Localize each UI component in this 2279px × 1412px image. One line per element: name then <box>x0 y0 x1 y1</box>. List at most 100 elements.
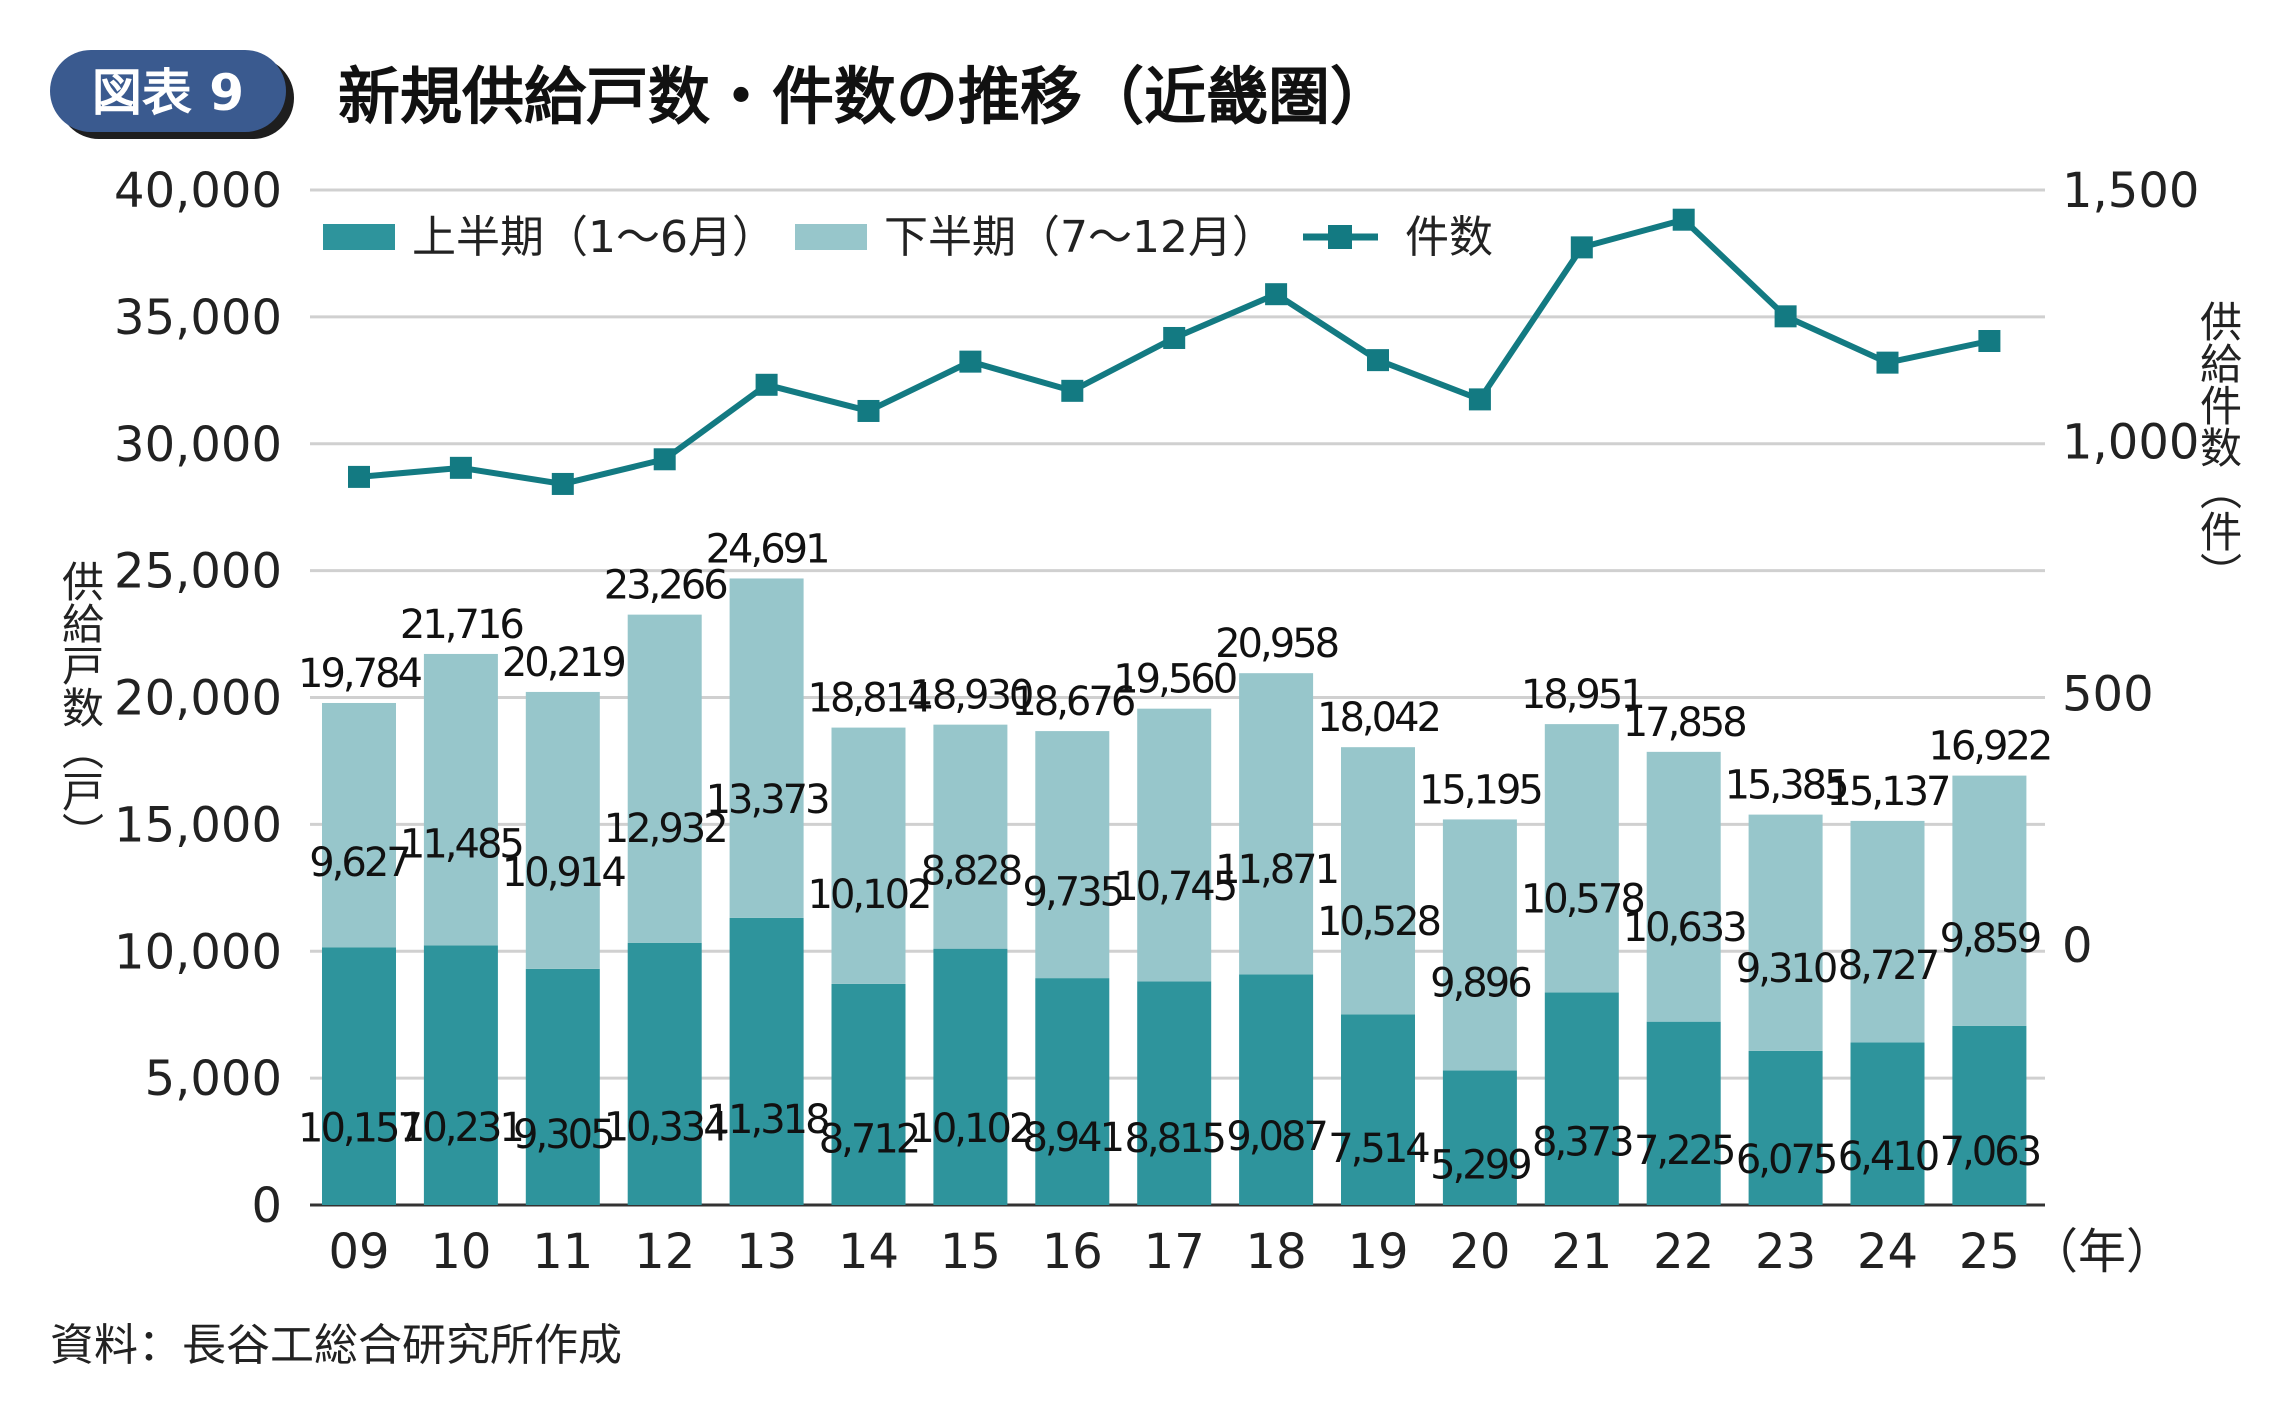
label-second-half: 10,578 <box>1521 877 1644 923</box>
bar-first-half <box>1544 992 1619 1205</box>
legend: 上半期（1～6月） 下半期（7～12月） 件数 <box>323 212 1493 263</box>
x-tick: 25 <box>1959 1224 2020 1280</box>
bar-first-half <box>1748 1050 1823 1205</box>
x-tick: 21 <box>1551 1224 1612 1280</box>
x-tick: 12 <box>634 1224 695 1280</box>
label-first-half: 10,334 <box>604 1104 728 1150</box>
bar-first-half <box>1442 1070 1517 1205</box>
badge-text: 図表 9 <box>92 64 244 122</box>
bar-first-half <box>1341 1014 1415 1205</box>
x-tick: 22 <box>1653 1224 1714 1280</box>
bar-first-half <box>1137 981 1212 1205</box>
label-total: 15,385 <box>1725 763 1847 809</box>
bar-first-half <box>933 948 1008 1205</box>
label-first-half: 5,299 <box>1430 1143 1530 1189</box>
label-total: 17,858 <box>1623 700 1746 746</box>
bar-first-half <box>627 942 702 1205</box>
figure-badge: 図表 9 <box>50 50 294 139</box>
label-total: 18,676 <box>1011 679 1134 725</box>
label-second-half: 10,745 <box>1113 864 1235 910</box>
bar-first-half <box>729 917 804 1205</box>
y-tick-left: 10,000 <box>114 924 282 980</box>
count-point <box>1774 305 1797 328</box>
label-total: 18,951 <box>1521 672 1643 718</box>
label-total: 20,958 <box>1215 621 1338 667</box>
label-second-half: 8,828 <box>921 848 1021 894</box>
label-second-half: 11,485 <box>400 821 522 867</box>
bar-second-half <box>423 653 498 946</box>
data-labels: 10,157 9,627 19,784 10,231 11,485 21,716 9,305… <box>298 526 2053 1189</box>
label-first-half: 6,075 <box>1736 1137 1836 1183</box>
count-point <box>1163 326 1186 349</box>
label-first-half: 8,373 <box>1532 1119 1632 1165</box>
label-second-half: 8,727 <box>1838 943 1938 989</box>
count-point <box>857 399 880 422</box>
label-first-half: 10,102 <box>909 1106 1031 1152</box>
bar-second-half <box>1035 731 1110 979</box>
label-total: 15,137 <box>1827 769 1950 815</box>
bar-second-half <box>1646 751 1721 1022</box>
y-tick-left: 15,000 <box>114 797 282 853</box>
bar-first-half <box>1035 978 1110 1205</box>
label-first-half: 9,087 <box>1226 1114 1326 1160</box>
label-first-half: 8,815 <box>1124 1116 1224 1162</box>
bar-second-half <box>1442 819 1517 1071</box>
bar-second-half <box>525 691 600 969</box>
x-tick: 19 <box>1347 1224 1408 1280</box>
bar-second-half <box>831 727 906 984</box>
label-total: 15,195 <box>1419 767 1541 813</box>
count-point <box>1468 388 1491 411</box>
label-second-half: 9,859 <box>1940 916 2040 962</box>
count-point <box>653 448 676 471</box>
legend-marker-count <box>1328 225 1352 249</box>
count-point <box>551 472 574 495</box>
label-second-half: 9,896 <box>1430 961 1530 1007</box>
y-tick-right: 500 <box>2062 666 2154 722</box>
label-second-half: 10,528 <box>1317 899 1440 945</box>
axes: 0 5,000 10,000 15,000 20,000 25,000 30,000 35,0… <box>114 163 2199 1280</box>
bar-second-half <box>1341 747 1415 1015</box>
bar-first-half <box>1646 1021 1721 1205</box>
label-first-half: 8,941 <box>1023 1115 1123 1161</box>
bar-first-half <box>1239 974 1314 1205</box>
y-tick-left: 35,000 <box>114 290 282 346</box>
y-tick-right: 1,000 <box>2062 415 2199 471</box>
bar-second-half <box>627 614 702 943</box>
bar-second-half <box>933 724 1008 949</box>
bar-first-half <box>525 968 600 1205</box>
count-point <box>755 373 778 396</box>
count-point <box>1876 351 1899 374</box>
count-point <box>959 350 982 373</box>
label-second-half: 9,627 <box>309 840 409 886</box>
y-tick-left: 30,000 <box>114 417 282 473</box>
label-total: 18,042 <box>1317 695 1439 741</box>
bar-first-half <box>322 947 396 1205</box>
bar-first-half <box>1850 1042 1925 1205</box>
label-first-half: 11,318 <box>706 1097 829 1143</box>
count-point <box>1367 349 1389 372</box>
count-point <box>1672 208 1695 231</box>
x-tick: 18 <box>1246 1224 1307 1280</box>
x-tick: 10 <box>430 1224 491 1280</box>
label-second-half: 13,373 <box>706 777 829 823</box>
y-tick-left: 0 <box>251 1178 282 1234</box>
label-first-half: 7,514 <box>1328 1126 1429 1172</box>
x-tick: 24 <box>1857 1224 1918 1280</box>
label-first-half: 10,157 <box>298 1106 421 1152</box>
label-total: 18,814 <box>808 676 932 722</box>
label-total: 21,716 <box>400 602 523 648</box>
label-total: 23,266 <box>604 563 727 609</box>
bar-second-half <box>1239 673 1314 975</box>
label-total: 19,560 <box>1113 657 1236 703</box>
label-second-half: 10,102 <box>808 872 930 918</box>
label-first-half: 9,305 <box>513 1112 613 1158</box>
x-tick: 23 <box>1755 1224 1816 1280</box>
x-tick: 14 <box>838 1224 899 1280</box>
label-second-half: 9,310 <box>1736 946 1836 992</box>
bar-second-half <box>1748 814 1823 1051</box>
bar-second-half <box>1952 775 2027 1026</box>
count-point <box>449 456 472 479</box>
bar-second-half <box>729 578 804 918</box>
label-total: 19,784 <box>298 651 422 697</box>
y-axis-left-label: 供給戸数（戸） <box>56 560 105 854</box>
